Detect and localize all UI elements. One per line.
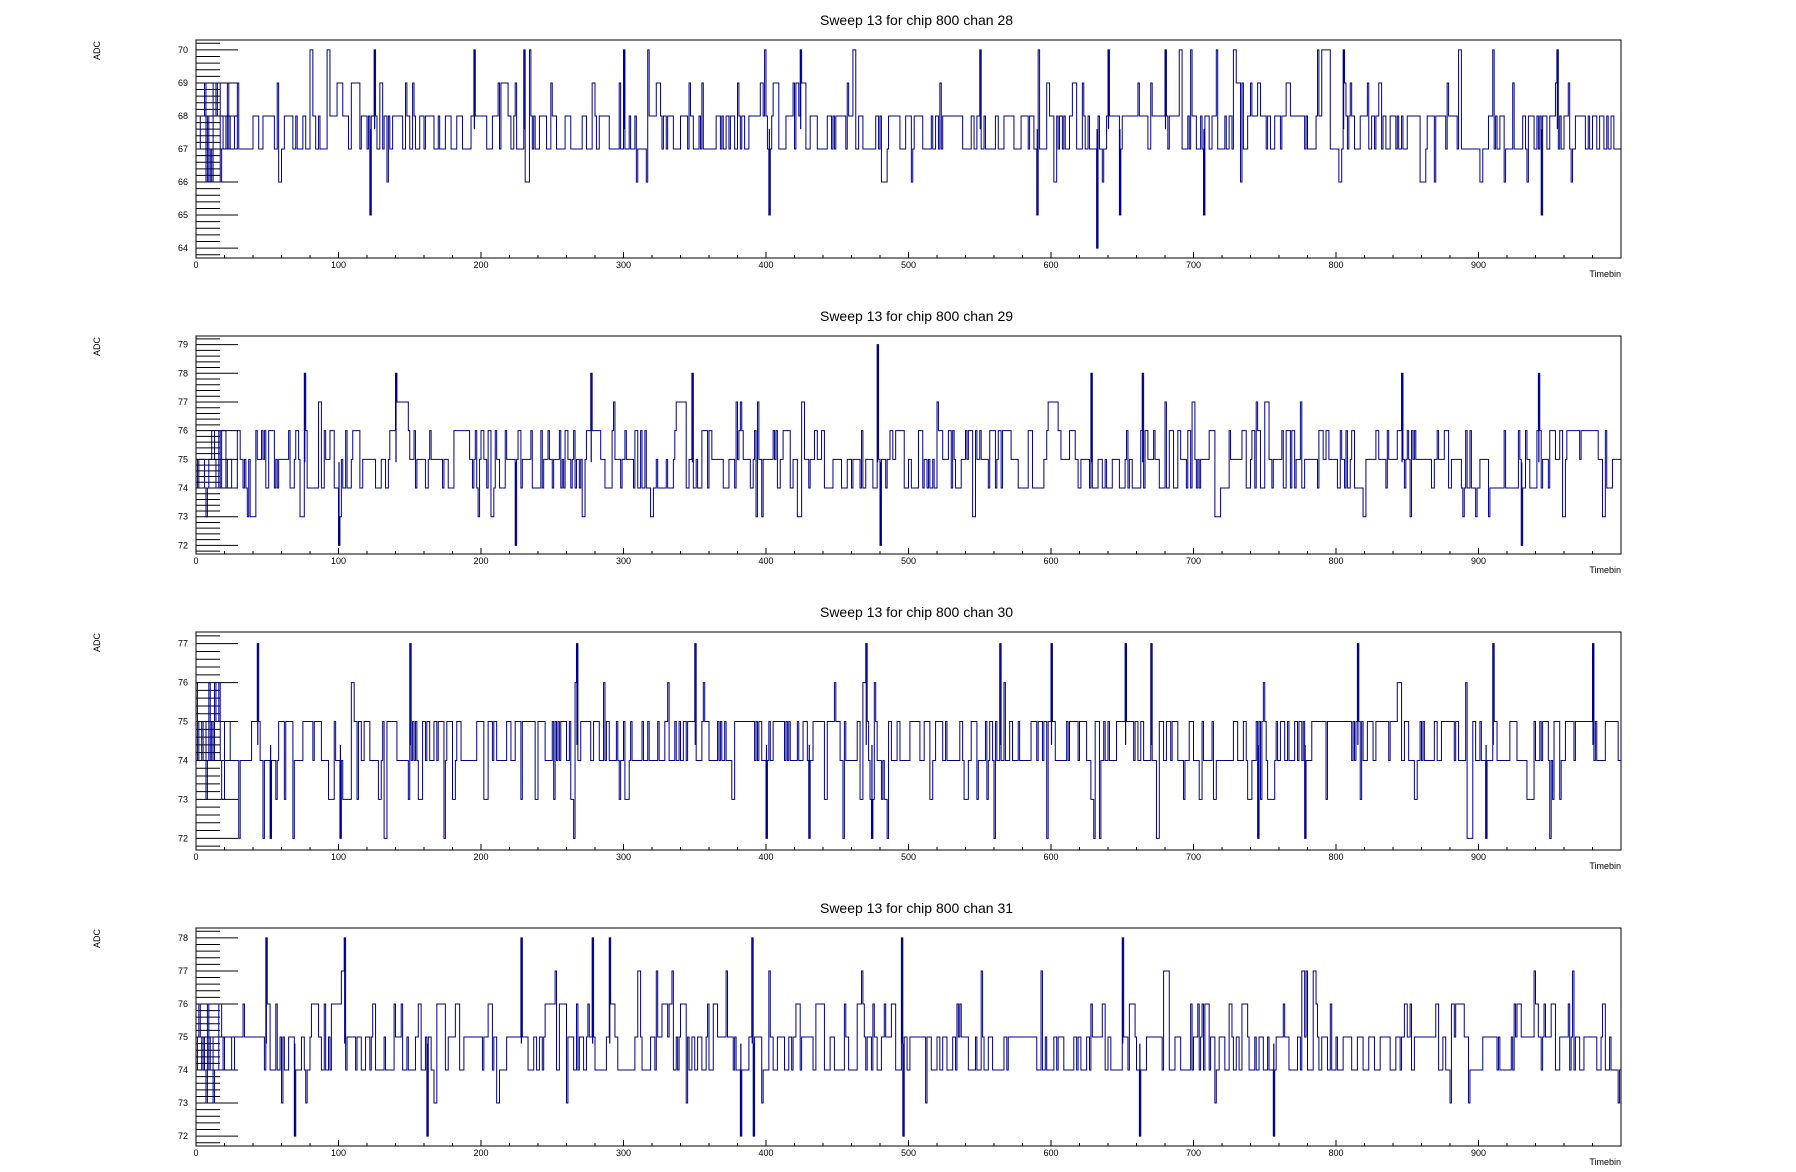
x-tick-label: 400 bbox=[758, 260, 773, 270]
x-axis-label: Timebin bbox=[1589, 565, 1621, 575]
x-tick-label: 100 bbox=[331, 556, 346, 566]
y-tick-label: 69 bbox=[178, 78, 188, 88]
y-tick-label: 72 bbox=[178, 540, 188, 550]
x-tick-label: 800 bbox=[1328, 1148, 1343, 1158]
x-tick-label: 700 bbox=[1186, 556, 1201, 566]
x-tick-label: 500 bbox=[901, 852, 916, 862]
x-tick-label: 800 bbox=[1328, 556, 1343, 566]
y-tick-label: 77 bbox=[178, 639, 188, 649]
chart-panel-0: Sweep 13 for chip 800 chan 28 ADC Timebin 0… bbox=[92, 12, 1622, 279]
y-tick-label: 76 bbox=[178, 426, 188, 436]
x-tick-label: 100 bbox=[331, 260, 346, 270]
chart-title: Sweep 13 for chip 800 chan 28 bbox=[820, 12, 1013, 28]
x-tick-label: 600 bbox=[1043, 852, 1058, 862]
x-tick-label: 400 bbox=[758, 852, 773, 862]
series-line bbox=[196, 643, 1621, 839]
x-tick-label: 200 bbox=[473, 1148, 488, 1158]
chart-panel-1: Sweep 13 for chip 800 chan 29 ADC Timebin 0… bbox=[92, 308, 1622, 575]
x-tick-label: 0 bbox=[193, 852, 198, 862]
x-tick-label: 800 bbox=[1328, 852, 1343, 862]
x-tick-label: 300 bbox=[616, 1148, 631, 1158]
y-tick-label: 75 bbox=[178, 1032, 188, 1042]
y-tick-label: 77 bbox=[178, 397, 188, 407]
x-tick-label: 500 bbox=[901, 260, 916, 270]
y-tick-label: 73 bbox=[178, 1098, 188, 1108]
y-tick-label: 66 bbox=[178, 177, 188, 187]
y-tick-label: 75 bbox=[178, 454, 188, 464]
y-axis-label: ADC bbox=[92, 929, 102, 949]
x-tick-label: 200 bbox=[473, 556, 488, 566]
x-tick-label: 700 bbox=[1186, 1148, 1201, 1158]
x-tick-label: 900 bbox=[1471, 260, 1486, 270]
x-tick-label: 300 bbox=[616, 556, 631, 566]
y-tick-label: 79 bbox=[178, 340, 188, 350]
x-tick-label: 600 bbox=[1043, 1148, 1058, 1158]
y-tick-label: 74 bbox=[178, 755, 188, 765]
y-axis-label: ADC bbox=[92, 633, 102, 653]
x-tick-label: 0 bbox=[193, 260, 198, 270]
x-tick-label: 0 bbox=[193, 556, 198, 566]
y-tick-label: 78 bbox=[178, 933, 188, 943]
x-tick-label: 400 bbox=[758, 556, 773, 566]
y-tick-label: 78 bbox=[178, 368, 188, 378]
y-tick-label: 72 bbox=[178, 833, 188, 843]
y-tick-label: 75 bbox=[178, 717, 188, 727]
x-tick-label: 500 bbox=[901, 1148, 916, 1158]
chart-title: Sweep 13 for chip 800 chan 30 bbox=[820, 604, 1013, 620]
x-tick-label: 100 bbox=[331, 1148, 346, 1158]
x-tick-label: 100 bbox=[331, 852, 346, 862]
y-tick-label: 73 bbox=[178, 512, 188, 522]
chart-title: Sweep 13 for chip 800 chan 31 bbox=[820, 900, 1013, 916]
x-axis-label: Timebin bbox=[1589, 269, 1621, 279]
x-tick-label: 900 bbox=[1471, 852, 1486, 862]
chart-title: Sweep 13 for chip 800 chan 29 bbox=[820, 308, 1013, 324]
y-tick-label: 67 bbox=[178, 144, 188, 154]
y-tick-label: 74 bbox=[178, 1065, 188, 1075]
chart-panel-2: Sweep 13 for chip 800 chan 30 ADC Timebin 0… bbox=[92, 604, 1622, 871]
y-tick-label: 68 bbox=[178, 111, 188, 121]
x-tick-label: 200 bbox=[473, 852, 488, 862]
x-tick-label: 900 bbox=[1471, 556, 1486, 566]
x-tick-label: 800 bbox=[1328, 260, 1343, 270]
x-axis-label: Timebin bbox=[1589, 861, 1621, 871]
y-tick-label: 73 bbox=[178, 794, 188, 804]
x-tick-label: 700 bbox=[1186, 852, 1201, 862]
x-tick-label: 400 bbox=[758, 1148, 773, 1158]
y-tick-label: 76 bbox=[178, 999, 188, 1009]
chart-panel-3: Sweep 13 for chip 800 chan 31 ADC Timebin 0… bbox=[92, 900, 1622, 1167]
x-tick-label: 300 bbox=[616, 260, 631, 270]
y-tick-label: 64 bbox=[178, 243, 188, 253]
x-tick-label: 900 bbox=[1471, 1148, 1486, 1158]
x-tick-label: 300 bbox=[616, 852, 631, 862]
y-tick-label: 77 bbox=[178, 966, 188, 976]
x-axis-label: Timebin bbox=[1589, 1157, 1621, 1167]
x-tick-label: 500 bbox=[901, 556, 916, 566]
y-tick-label: 72 bbox=[178, 1131, 188, 1141]
y-axis-label: ADC bbox=[92, 337, 102, 357]
y-tick-label: 70 bbox=[178, 45, 188, 55]
series-line bbox=[196, 49, 1621, 249]
x-tick-label: 600 bbox=[1043, 260, 1058, 270]
x-tick-label: 700 bbox=[1186, 260, 1201, 270]
y-tick-label: 76 bbox=[178, 678, 188, 688]
series-line bbox=[196, 344, 1621, 546]
x-tick-label: 0 bbox=[193, 1148, 198, 1158]
x-tick-label: 200 bbox=[473, 260, 488, 270]
x-tick-label: 600 bbox=[1043, 556, 1058, 566]
series-line bbox=[196, 937, 1621, 1137]
y-tick-label: 65 bbox=[178, 210, 188, 220]
y-axis-label: ADC bbox=[92, 41, 102, 61]
y-tick-label: 74 bbox=[178, 483, 188, 493]
